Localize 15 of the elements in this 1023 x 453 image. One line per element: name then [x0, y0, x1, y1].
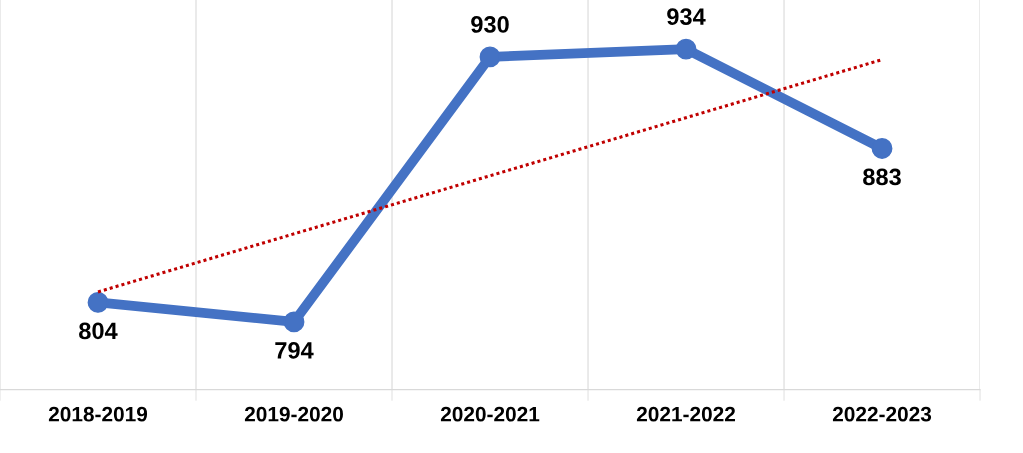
x-tick-label: 2019-2020: [244, 406, 343, 422]
data-label: 883: [863, 168, 901, 186]
x-tick-label: 2022-2023: [832, 406, 932, 422]
x-tick-label: 2021-2022: [636, 406, 736, 422]
point: [675, 38, 697, 60]
data-label: 804: [79, 322, 118, 340]
point: [87, 292, 109, 313]
data-label: 930: [471, 16, 509, 33]
point: [283, 311, 305, 333]
data-label: 934: [667, 8, 706, 26]
point: [479, 46, 501, 68]
x-tick-label: 2020-2021: [440, 406, 540, 422]
data-label: 794: [275, 341, 314, 359]
x-tick-label: 2018-2019: [48, 406, 148, 422]
point: [871, 138, 893, 159]
